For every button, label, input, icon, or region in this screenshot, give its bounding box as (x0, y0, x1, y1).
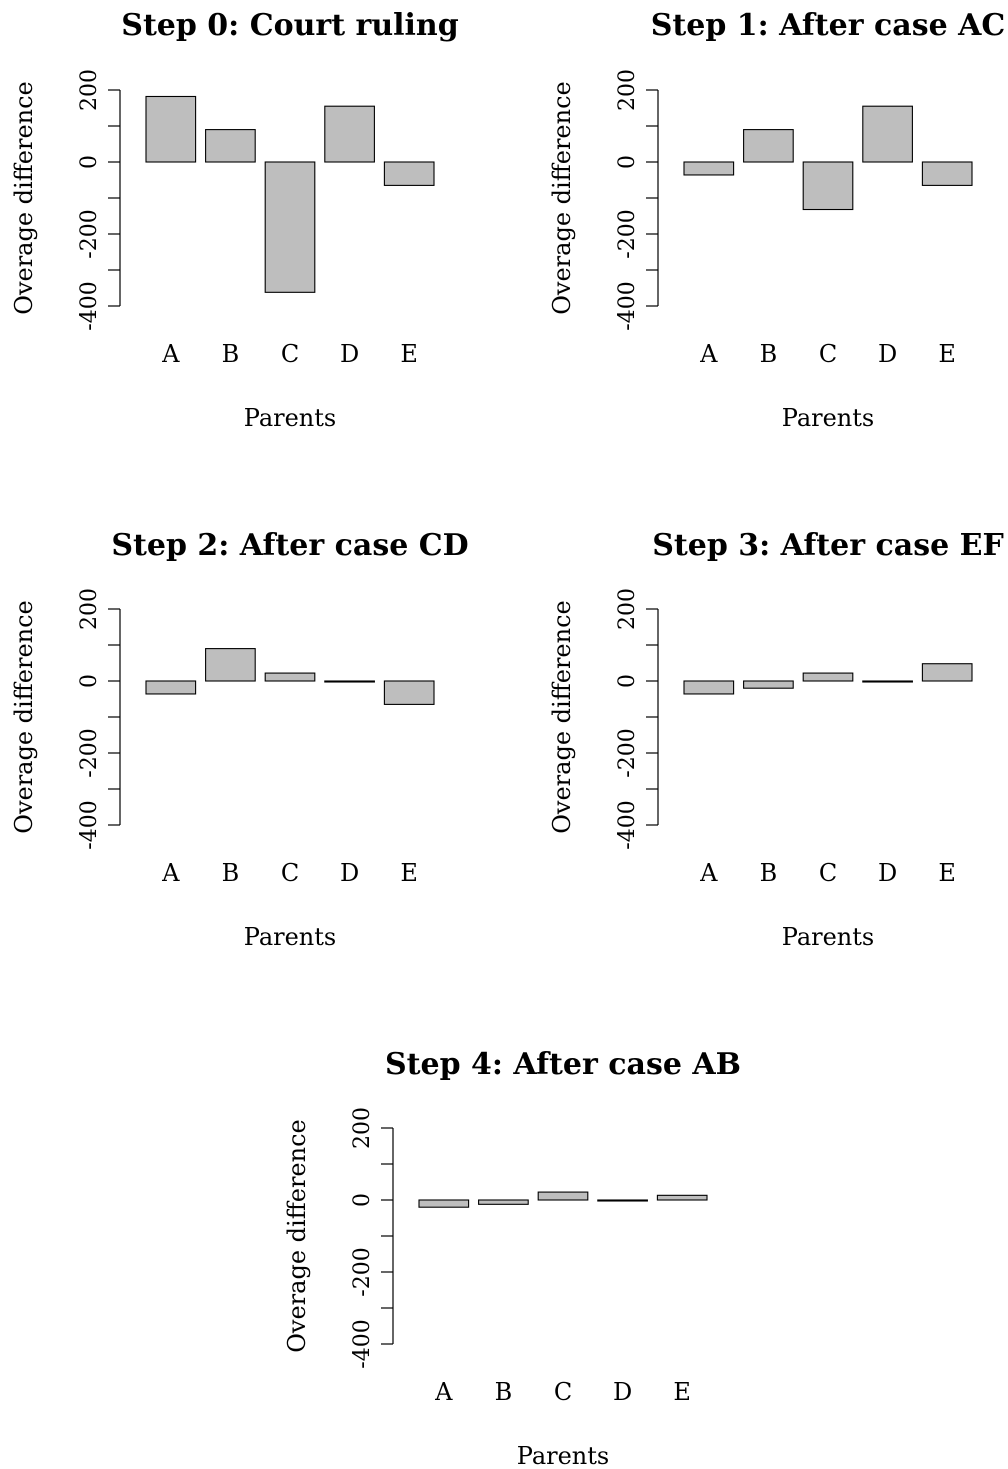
chart-panel-0: Step 0: Court ruling -400 -200 0 200 Overage … (10, 8, 459, 432)
x-axis-label: Parents (244, 923, 336, 951)
x-axis-label: Parents (782, 404, 874, 432)
y-tick-label: 0 (77, 155, 102, 169)
bar-E (383, 680, 435, 705)
chart-title: Step 2: After case CD (111, 528, 468, 563)
y-tick-label: -200 (615, 728, 640, 777)
bar-D (597, 1199, 648, 1202)
x-category-label: E (400, 340, 418, 368)
bar-D (324, 105, 375, 163)
x-category-label: A (161, 859, 180, 887)
bar-C (264, 672, 316, 682)
y-tick-label: -200 (77, 209, 102, 258)
chart-title: Step 3: After case EF (652, 528, 1004, 563)
x-category-label: A (434, 1378, 453, 1406)
bar-C (264, 161, 316, 293)
x-category-label: B (495, 1378, 513, 1406)
bar-B (743, 680, 794, 689)
y-tick-label: -400 (77, 281, 102, 330)
bar-A (145, 680, 197, 695)
x-category-label: E (673, 1378, 691, 1406)
bar-C (537, 1191, 589, 1201)
chart-panel-2: Step 2: After case CD -400 -200 0 200 Overage… (10, 528, 469, 951)
bar-B (743, 129, 794, 163)
chart-title: Step 4: After case AB (385, 1047, 741, 1082)
x-category-label: C (819, 859, 837, 887)
y-tick-label: 0 (77, 674, 102, 688)
x-category-label: D (340, 859, 359, 887)
bar-E (921, 161, 973, 186)
y-tick-label: -200 (350, 1247, 375, 1296)
y-axis-label: Overage difference (10, 600, 38, 833)
bar-A (683, 680, 735, 695)
x-category-label: C (819, 340, 837, 368)
chart-panel-4: Step 4: After case AB -400 -200 0 200 Overage… (283, 1047, 741, 1469)
x-category-label: C (281, 859, 299, 887)
chart-title: Step 0: Court ruling (121, 8, 458, 43)
bar-D (324, 680, 375, 683)
x-category-label: A (161, 340, 180, 368)
y-tick-label: -400 (77, 800, 102, 849)
x-category-label: E (400, 859, 418, 887)
y-tick-label: 200 (350, 1107, 375, 1149)
bar-D (862, 105, 913, 163)
bar-B (205, 648, 256, 682)
bar-E (656, 1194, 708, 1201)
y-tick-label: 0 (615, 674, 640, 688)
y-axis-label: Overage difference (10, 81, 38, 314)
bar-A (145, 95, 197, 163)
x-category-label: B (760, 859, 778, 887)
y-tick-label: -400 (615, 800, 640, 849)
x-category-label: D (613, 1378, 632, 1406)
bar-C (802, 161, 854, 211)
bar-A (418, 1199, 470, 1208)
bar-B (478, 1199, 529, 1205)
x-category-label: B (222, 340, 240, 368)
x-category-label: A (699, 859, 718, 887)
x-category-label: A (699, 340, 718, 368)
x-category-label: B (222, 859, 240, 887)
bar-D (862, 680, 913, 683)
bar-E (383, 161, 435, 186)
y-tick-label: 0 (615, 155, 640, 169)
chart-panel-3: Step 3: After case EF -400 -200 0 200 Overage… (548, 528, 1004, 951)
chart-panel-1: Step 1: After case AC -400 -200 0 200 Overage… (548, 8, 1005, 432)
y-axis-label: Overage difference (283, 1119, 311, 1352)
x-category-label: D (878, 859, 897, 887)
chart-title: Step 1: After case AC (651, 8, 1006, 43)
bar-B (205, 129, 256, 163)
y-tick-label: 0 (350, 1193, 375, 1207)
y-tick-label: 200 (77, 588, 102, 630)
y-tick-label: -400 (615, 281, 640, 330)
x-axis-label: Parents (782, 923, 874, 951)
x-category-label: B (760, 340, 778, 368)
y-tick-label: -200 (615, 209, 640, 258)
x-category-label: C (281, 340, 299, 368)
y-tick-label: 200 (615, 588, 640, 630)
x-category-label: D (878, 340, 897, 368)
y-tick-label: 200 (615, 69, 640, 111)
x-axis-label: Parents (517, 1442, 609, 1469)
x-category-label: E (938, 340, 956, 368)
y-tick-label: -200 (77, 728, 102, 777)
y-axis-label: Overage difference (548, 81, 576, 314)
y-tick-label: -400 (350, 1319, 375, 1368)
y-tick-label: 200 (77, 69, 102, 111)
bar-A (683, 161, 735, 176)
x-category-label: C (554, 1378, 572, 1406)
bar-E (921, 663, 973, 682)
y-axis-label: Overage difference (548, 600, 576, 833)
x-category-label: D (340, 340, 359, 368)
bar-C (802, 672, 854, 682)
x-category-label: E (938, 859, 956, 887)
x-axis-label: Parents (244, 404, 336, 432)
